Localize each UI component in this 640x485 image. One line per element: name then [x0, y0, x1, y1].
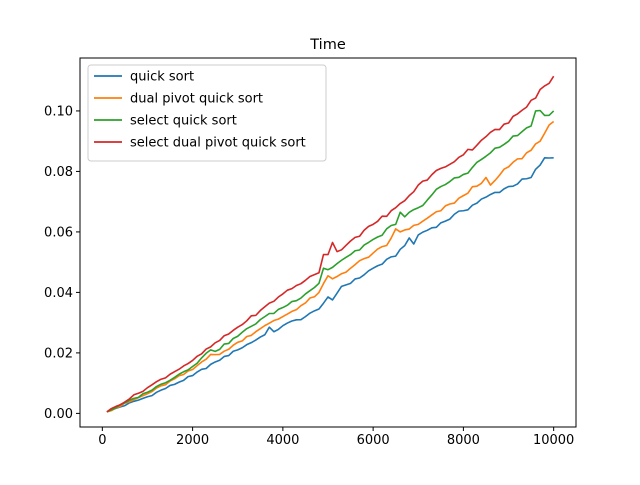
y-tick-label: 0.08	[44, 165, 73, 180]
legend-label-3: select quick sort	[130, 114, 237, 129]
series-layer	[106, 75, 555, 413]
x-tick-label: 2000	[176, 433, 209, 448]
series-line-4	[106, 75, 555, 413]
y-tick-label: 0.04	[44, 286, 73, 301]
plot-frame	[79, 57, 577, 428]
y-axis: 0.00 0.02 0.04 0.06 0.08 0.10	[44, 104, 80, 422]
y-tick-label: 0.10	[44, 104, 73, 119]
legend-label-4: select dual pivot quick sort	[130, 136, 306, 151]
series-line-1	[106, 157, 554, 413]
x-tick-label: 0	[98, 433, 106, 448]
x-tick-label: 8000	[447, 433, 480, 448]
y-tick-label: 0.00	[44, 407, 73, 422]
legend-label-1: quick sort	[130, 70, 194, 85]
legend-box	[87, 64, 327, 162]
y-tick-label: 0.02	[44, 346, 73, 361]
x-tick-label: 10000	[533, 433, 574, 448]
chart-title: Time	[309, 37, 346, 53]
x-axis: 0 2000 4000 6000 8000 10000	[98, 427, 574, 448]
series-line-2	[106, 120, 555, 413]
legend: quick sort dual pivot quick sort select qu…	[87, 64, 327, 162]
series-line-3	[106, 109, 555, 413]
legend-label-2: dual pivot quick sort	[130, 92, 263, 107]
x-tick-label: 4000	[266, 433, 299, 448]
x-tick-label: 6000	[357, 433, 390, 448]
y-tick-label: 0.06	[44, 225, 73, 240]
